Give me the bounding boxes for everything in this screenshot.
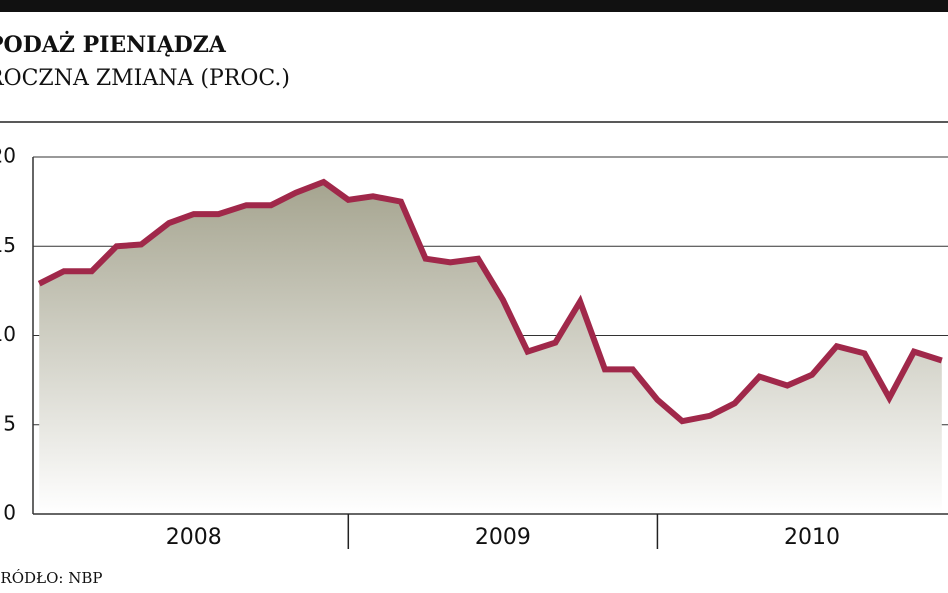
x-tick-label: 2010 <box>784 525 840 550</box>
chart-subtitle: ROCZNA ZMIANA (PROC.) <box>0 66 290 91</box>
chart-title: PODAŻ PIENIĄDZA <box>0 30 227 58</box>
line <box>37 178 943 425</box>
area <box>39 182 942 514</box>
x-tick-label: 2008 <box>166 525 222 550</box>
y-tick-label: 5 <box>3 411 16 435</box>
y-tick-label: 20 <box>0 144 16 168</box>
top-bar <box>0 0 948 12</box>
source: ŹRÓDŁO: NBP <box>0 569 102 587</box>
y-tick-label: 10 <box>0 322 16 346</box>
y-tick-label: 0 <box>3 501 16 525</box>
x-tick-label: 2009 <box>475 525 531 550</box>
y-tick-label: 15 <box>0 233 16 257</box>
